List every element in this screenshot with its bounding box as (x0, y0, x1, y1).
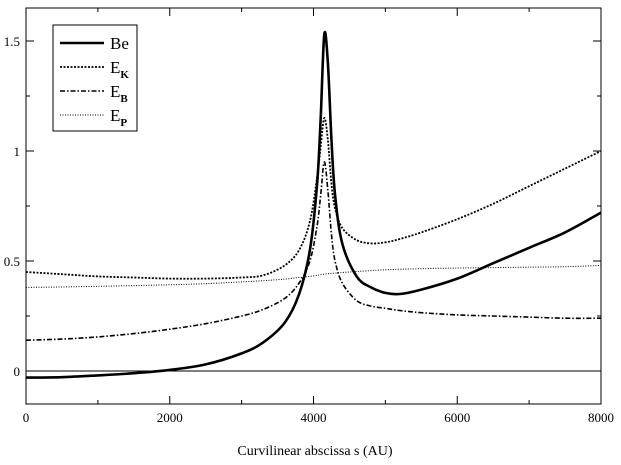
y-tick-label: 0.5 (4, 254, 20, 269)
axis-ticks: 0 2000 4000 6000 8000 0 0.5 1 1.5 (4, 8, 614, 425)
y-tick-label: 1.5 (4, 34, 20, 49)
series-line-e-b (25, 161, 602, 341)
series-line-e-k (25, 117, 602, 280)
series-line-be (25, 30, 602, 379)
x-tick-label: 4000 (301, 410, 327, 425)
x-tick-label: 6000 (444, 410, 470, 425)
x-axis-label: Curvilinear abscissa s (AU) (237, 444, 392, 459)
y-tick-label: 0 (14, 364, 21, 379)
y-tick-label: 1 (14, 144, 21, 159)
x-tick-label: 0 (23, 410, 30, 425)
x-tick-label: 2000 (157, 410, 183, 425)
legend-label: EB (110, 82, 128, 105)
legend-label: Be (110, 34, 129, 53)
series-line-e-p (25, 264, 602, 288)
legend-label: EP (110, 106, 127, 129)
series-layer (25, 30, 602, 379)
x-tick-label: 8000 (588, 410, 614, 425)
legend-label: EK (110, 58, 129, 81)
